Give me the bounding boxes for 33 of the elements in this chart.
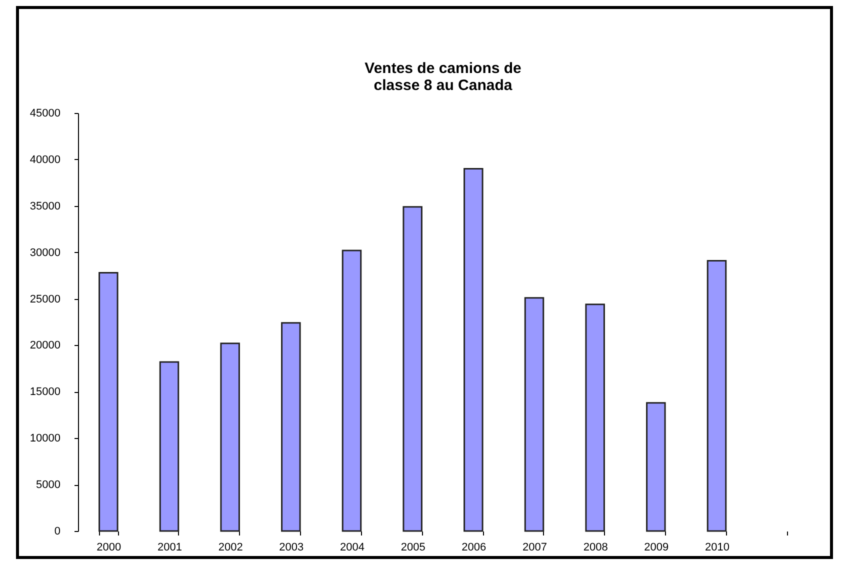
x-tick-label: 2005 — [400, 542, 426, 554]
x-tick-label: 2003 — [279, 542, 304, 554]
bar — [98, 272, 118, 532]
bar — [524, 297, 544, 532]
bar — [402, 206, 422, 532]
y-tick-label: 35000 — [30, 200, 60, 212]
x-tick-label: 2000 — [96, 542, 122, 554]
y-tick-label: 0 — [54, 526, 60, 538]
y-tick-label: 40000 — [30, 154, 60, 166]
y-tick-label: 10000 — [30, 432, 60, 445]
x-tick-label: 2009 — [644, 542, 669, 554]
x-tick-label: 2001 — [158, 542, 182, 554]
bar — [646, 402, 666, 532]
y-tick-label: 20000 — [30, 340, 60, 352]
y-tick-label: 25000 — [30, 293, 60, 306]
x-tick-label: 2010 — [705, 542, 730, 554]
bar — [585, 304, 605, 532]
y-tick-label: 30000 — [30, 246, 60, 259]
x-tick-label: 2008 — [583, 542, 608, 554]
bar — [159, 361, 180, 532]
bar — [342, 250, 362, 532]
x-tick-label: 2002 — [218, 542, 243, 554]
y-tick-label: 15000 — [30, 386, 60, 398]
y-tick-label: 45000 — [30, 108, 60, 120]
x-tick-label: 2007 — [522, 542, 547, 554]
bar — [281, 322, 301, 532]
y-tick-label: 5000 — [36, 479, 60, 492]
bar — [464, 168, 484, 532]
bar — [220, 342, 240, 532]
x-tick-label: 2004 — [340, 542, 364, 554]
bar — [706, 260, 727, 532]
chart-title: Ventes de camions de classe 8 au Canada — [364, 60, 522, 94]
x-tick-label: 2006 — [462, 542, 486, 554]
